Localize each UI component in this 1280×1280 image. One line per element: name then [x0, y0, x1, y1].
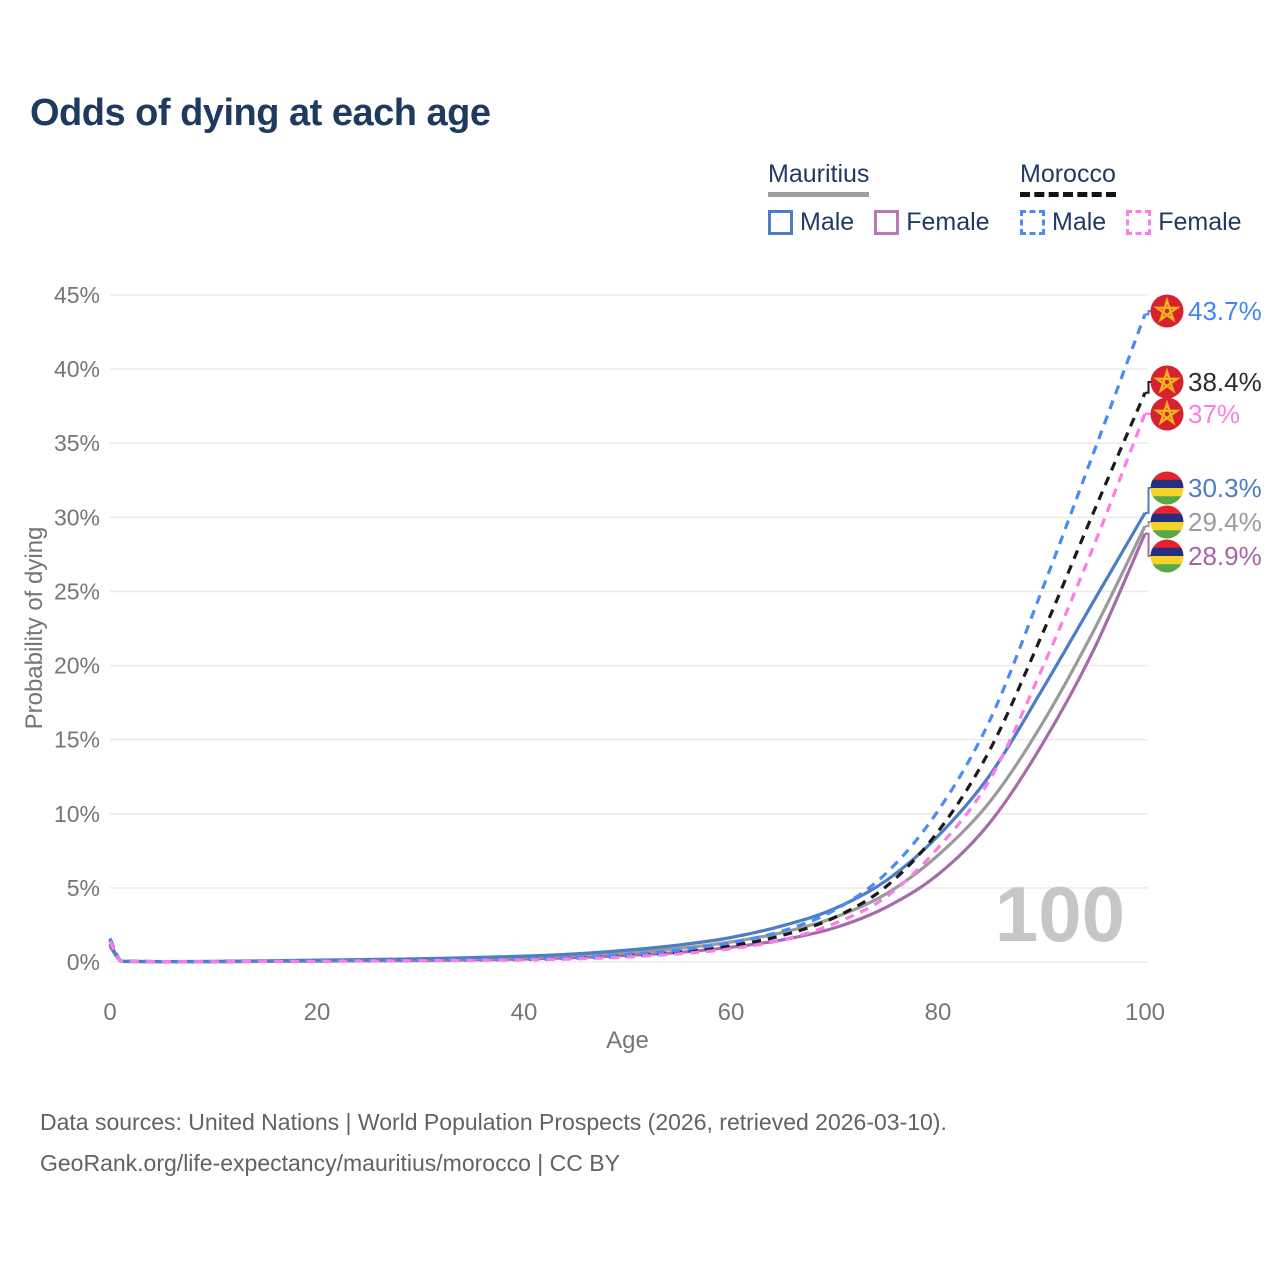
legend-item-morocco-female[interactable]: Female [1126, 208, 1242, 237]
y-tick-label: 0% [67, 949, 100, 975]
mauritius-flag-stripe [1150, 488, 1184, 497]
x-tick-label: 20 [304, 999, 331, 1026]
legend-item-morocco-male[interactable]: Male [1020, 208, 1106, 237]
mauritius-female-swatch-icon [874, 210, 900, 235]
label-connector-mauritius-total [1145, 521, 1152, 528]
y-tick-label: 5% [67, 875, 100, 901]
x-tick-label: 60 [718, 999, 745, 1026]
mauritius-flag-stripe [1150, 479, 1184, 489]
legend-country-morocco: Morocco [1020, 160, 1116, 197]
end-value-label-mauritius-total: 29.4% [1188, 507, 1262, 537]
series-line-morocco-male [108, 313, 1147, 964]
mauritius-flag-stripe [1150, 547, 1184, 557]
y-tick-label: 40% [54, 356, 100, 382]
x-tick-label: 80 [925, 999, 952, 1026]
morocco-star-icon [1153, 399, 1181, 426]
series-line-morocco-female [108, 413, 1147, 964]
y-tick-label: 35% [54, 430, 100, 456]
y-tick-label: 15% [54, 727, 100, 753]
y-tick-label: 10% [54, 801, 100, 827]
legend-label: Female [1158, 208, 1242, 236]
mauritius-flag-stripe [1150, 505, 1184, 515]
chart-footer: Data sources: United Nations | World Pop… [40, 1102, 947, 1184]
mauritius-flag-stripe [1150, 513, 1184, 523]
morocco-flag-icon [1150, 397, 1184, 431]
end-value-label-morocco-male: 43.7% [1188, 296, 1262, 326]
watermark-age-100: 100 [995, 870, 1125, 958]
x-tick-label: 100 [1125, 999, 1165, 1026]
legend-label: Male [800, 208, 855, 236]
mauritius-flag-stripe [1150, 539, 1184, 549]
series-line-mauritius-male [108, 512, 1147, 964]
legend-group-mauritius: Mauritius Male Female [768, 160, 1010, 237]
mauritius-flag-stripe [1150, 556, 1184, 565]
label-connector-mauritius-male [1145, 487, 1152, 514]
legend-label: Male [1052, 208, 1107, 236]
mauritius-flag-stripe [1150, 530, 1184, 539]
y-tick-label: 45% [54, 282, 100, 308]
y-tick-label: 20% [54, 653, 100, 679]
label-connector-morocco-male [1145, 310, 1152, 316]
y-tick-label: 30% [54, 504, 100, 530]
morocco-male-swatch-icon [1020, 210, 1045, 235]
morocco-female-swatch-icon [1126, 210, 1152, 235]
legend-group-morocco: Morocco Male Female [1020, 160, 1262, 237]
x-axis-title: Age [606, 1027, 649, 1054]
label-connector-mauritius-female [1145, 532, 1152, 557]
morocco-star-icon [1153, 296, 1181, 323]
mauritius-flag-stripe [1150, 564, 1184, 573]
morocco-flag-icon [1150, 365, 1184, 399]
legend-country-mauritius: Mauritius [768, 160, 870, 197]
mauritius-flag-stripe [1150, 471, 1184, 481]
x-tick-label: 40 [511, 999, 538, 1026]
attribution-text: GeoRank.org/life-expectancy/mauritius/mo… [40, 1150, 620, 1176]
legend-item-mauritius-female[interactable]: Female [874, 208, 990, 237]
end-value-label-mauritius-male: 30.3% [1188, 473, 1262, 503]
data-sources-text: Data sources: United Nations | World Pop… [40, 1109, 947, 1135]
mauritius-flag-stripe [1150, 496, 1184, 505]
y-tick-label: 25% [54, 578, 100, 604]
y-axis-title: Probability of dying [21, 527, 48, 730]
end-value-label-morocco-total: 38.4% [1188, 367, 1262, 397]
series-line-morocco-total [108, 392, 1147, 964]
mauritius-male-swatch-icon [768, 210, 793, 235]
end-value-label-mauritius-female: 28.9% [1188, 541, 1262, 571]
legend-label: Female [906, 208, 990, 236]
label-connector-morocco-total [1145, 381, 1152, 394]
legend-item-mauritius-male[interactable]: Male [768, 208, 854, 237]
morocco-flag-icon [1150, 294, 1184, 328]
page-title: Odds of dying at each age [30, 92, 491, 134]
morocco-star-icon [1153, 367, 1181, 394]
mauritius-flag-stripe [1150, 522, 1184, 531]
x-tick-label: 0 [103, 999, 116, 1026]
end-value-label-morocco-female: 37% [1188, 399, 1240, 429]
